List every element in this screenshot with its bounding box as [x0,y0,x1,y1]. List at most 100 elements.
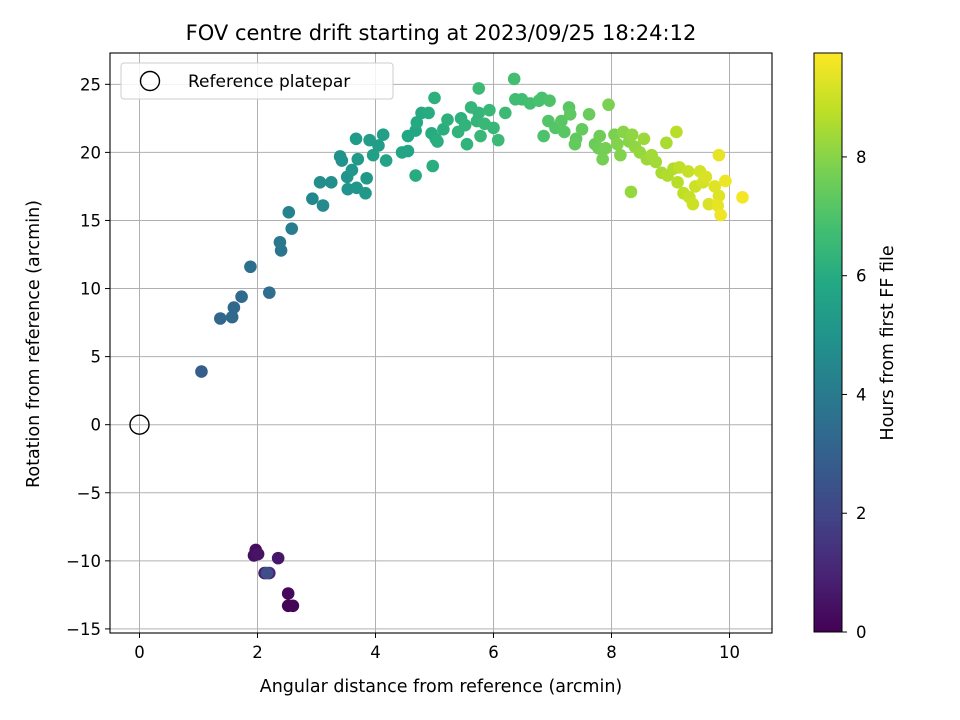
data-point [558,125,571,139]
x-axis-label: Angular distance from reference (arcmin) [260,677,623,697]
data-point [474,129,487,143]
y-tick-label: 10 [80,280,101,299]
y-tick-label: 25 [80,75,101,94]
x-tick-label: 10 [719,643,740,662]
data-point [195,365,208,378]
y-tick-label: 15 [80,211,101,230]
data-point [575,122,589,136]
data-point [281,587,295,600]
data-point [345,163,359,177]
data-point [431,135,444,148]
data-point [306,192,319,205]
data-point [324,176,338,189]
y-tick-label: −10 [66,552,101,571]
y-tick-label: 20 [80,143,101,162]
data-point [681,165,695,178]
data-point [686,197,700,211]
data-point [568,137,582,151]
data-point [349,132,363,146]
grid-lines [110,53,772,633]
data-point [376,128,390,141]
data-point [637,132,651,146]
y-tick-label: 0 [91,416,102,435]
data-point [483,103,496,117]
data-point [563,107,577,121]
y-tick-label: −5 [77,484,101,503]
x-tick-label: 4 [370,643,381,662]
data-point [537,129,550,143]
data-point [410,116,424,129]
data-point [273,235,287,249]
y-axis-label: Rotation from reference (arcmin) [24,200,44,488]
data-point [507,72,521,86]
data-point [227,301,241,314]
chart-title: FOV centre drift starting at 2023/09/25 … [186,21,697,45]
data-point [366,148,380,162]
data-point [263,286,276,299]
legend-entry-reference: Reference platepar [188,72,350,92]
data-point [624,185,638,199]
data-point [543,94,556,107]
data-point [260,566,274,580]
data-points [195,72,749,613]
data-point [409,169,422,182]
data-point [422,106,435,120]
colorbar-tick-label: 0 [856,623,867,642]
data-point [602,98,615,112]
x-tick-label: 8 [606,643,617,662]
data-point [401,144,415,158]
data-point [491,133,505,147]
data-point [596,152,609,166]
data-point [316,199,330,212]
data-point [660,136,673,150]
colorbar-ticks: 0 2 4 6 8 [842,148,867,642]
data-point [625,128,639,141]
data-point [437,122,450,136]
data-point [719,174,732,188]
data-point [235,290,248,304]
colorbar-tick-label: 8 [856,148,867,167]
data-point [458,118,472,132]
data-point [555,114,568,128]
data-point [244,260,257,274]
x-tick-label: 6 [488,643,499,662]
data-point [214,312,227,325]
data-point [714,208,727,222]
colorbar-tick-label: 6 [856,267,867,286]
data-point [532,94,546,107]
data-point [712,189,726,203]
data-point [487,121,500,135]
data-point [649,155,663,169]
reference-platepar-marker [129,414,150,435]
data-point [460,137,474,151]
data-point [372,139,385,152]
data-point [335,154,349,167]
data-point [225,310,239,324]
x-tick-label: 2 [252,643,263,662]
reference-marker-layer [129,414,150,435]
data-point [441,113,454,127]
data-point [351,152,365,166]
data-point [359,186,372,200]
data-point [712,148,726,162]
x-axis-ticks: 0 2 4 6 8 10 [134,633,740,662]
data-point [472,82,486,95]
data-point [379,154,393,167]
data-point [708,180,722,193]
y-tick-label: 5 [91,348,102,367]
data-point [285,222,299,235]
legend-box [120,62,394,100]
data-point [282,205,296,219]
data-point [360,171,373,185]
data-point [593,129,607,143]
y-axis-ticks: −15 −10 −5 0 5 10 15 20 25 [66,75,110,639]
data-point [582,107,596,121]
data-point [286,599,300,613]
data-point [736,191,749,204]
data-point [699,170,713,184]
data-point [611,137,624,151]
y-tick-label: −15 [66,620,101,639]
data-point [426,159,440,173]
data-point [499,106,512,120]
